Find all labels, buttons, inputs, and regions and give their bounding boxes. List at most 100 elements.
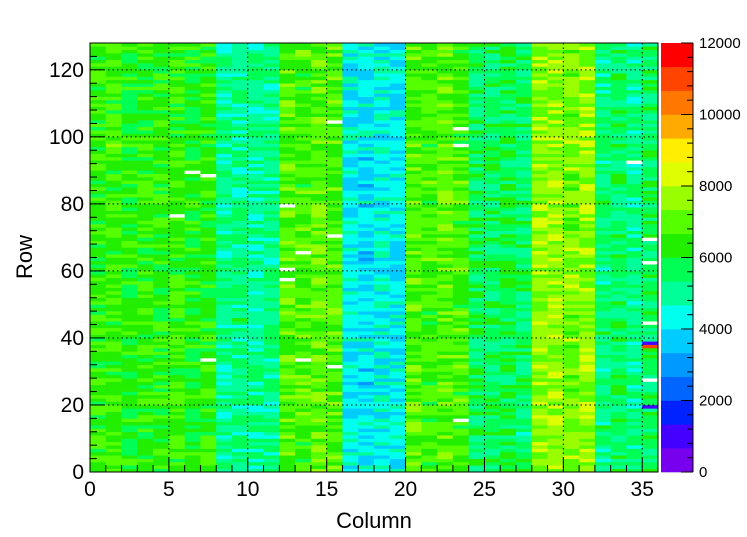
heatmap-cell: [437, 123, 454, 128]
heatmap-cell: [310, 140, 327, 144]
heatmap-cell: [579, 56, 596, 61]
heatmap-cell: [468, 140, 485, 144]
heatmap-cell: [200, 394, 217, 399]
heatmap-cell: [531, 408, 548, 412]
heatmap-cell: [310, 257, 327, 262]
heatmap-cell: [500, 431, 517, 436]
heatmap-cell: [594, 274, 611, 278]
heatmap-cell: [153, 49, 170, 54]
heatmap-cell: [610, 381, 627, 386]
heatmap-cell: [358, 398, 375, 402]
heatmap-cell: [374, 187, 391, 191]
heatmap-cell: [184, 203, 201, 208]
heatmap-cell: [452, 401, 469, 406]
heatmap-cell: [642, 384, 659, 389]
heatmap-cell: [642, 311, 659, 315]
heatmap-cell: [168, 160, 185, 164]
heatmap-cell: [516, 411, 533, 416]
heatmap-cell: [516, 183, 533, 188]
heatmap-cell: [310, 270, 327, 275]
heatmap-cell: [547, 394, 564, 399]
heatmap-cell: [232, 458, 249, 463]
heatmap-cell: [184, 301, 201, 305]
heatmap-cell: [342, 123, 359, 128]
heatmap-cell: [310, 415, 327, 419]
heatmap-cell: [437, 425, 454, 429]
heatmap-cell: [421, 126, 438, 131]
heatmap-cell: [389, 455, 406, 459]
heatmap-cell: [279, 411, 296, 416]
heatmap-cell: [216, 43, 233, 47]
heatmap-cell: [263, 378, 280, 382]
heatmap-cell: [326, 374, 343, 379]
heatmap-cell: [484, 277, 501, 282]
heatmap-cell: [421, 314, 438, 319]
heatmap-cell: [389, 364, 406, 369]
heatmap-cell: [358, 331, 375, 335]
heatmap-cell: [468, 301, 485, 305]
heatmap-cell: [358, 69, 375, 74]
heatmap-cell: [579, 234, 596, 238]
heatmap-cell: [263, 153, 280, 158]
heatmap-cell: [263, 381, 280, 386]
heatmap-cell: [389, 187, 406, 191]
heatmap-cell: [452, 187, 469, 191]
heatmap-cell: [263, 321, 280, 325]
heatmap-cell: [579, 401, 596, 406]
heatmap-cell: [642, 431, 659, 436]
heatmap-cell: [137, 468, 154, 473]
heatmap-cell: [626, 146, 643, 151]
heatmap-cell: [642, 274, 659, 278]
heatmap-cell: [437, 244, 454, 248]
heatmap-cell: [121, 163, 138, 168]
heatmap-cell: [342, 257, 359, 262]
heatmap-cell: [421, 384, 438, 389]
heatmap-cell: [547, 344, 564, 349]
heatmap-cell: [200, 378, 217, 382]
heatmap-cell: [405, 213, 422, 218]
heatmap-cell: [642, 301, 659, 305]
heatmap-cell: [121, 264, 138, 268]
heatmap-cell: [452, 435, 469, 439]
heatmap-cell: [405, 347, 422, 352]
heatmap-cell: [90, 428, 107, 433]
heatmap-cell: [247, 401, 264, 406]
heatmap-cell: [358, 210, 375, 215]
heatmap-cell: [547, 441, 564, 446]
heatmap-cell: [389, 378, 406, 382]
heatmap-cell: [168, 401, 185, 406]
heatmap-cell: [405, 103, 422, 107]
heatmap-cell: [295, 254, 312, 258]
heatmap-cell: [374, 230, 391, 235]
heatmap-cell: [531, 465, 548, 469]
heatmap-cell: [279, 337, 296, 342]
heatmap-cell: [468, 451, 485, 456]
heatmap-cell: [90, 69, 107, 74]
heatmap-cell: [389, 254, 406, 258]
heatmap-cell: [105, 46, 122, 50]
heatmap-cell: [358, 287, 375, 292]
heatmap-cell: [342, 408, 359, 412]
heatmap-cell: [168, 307, 185, 312]
heatmap-cell: [500, 344, 517, 349]
heatmap-cell: [200, 180, 217, 185]
heatmap-cell: [468, 183, 485, 188]
heatmap-cell: [389, 76, 406, 81]
heatmap-cell: [374, 177, 391, 181]
heatmap-cell: [563, 197, 580, 201]
heatmap-cell: [610, 445, 627, 449]
heatmap-cell: [247, 244, 264, 248]
heatmap-cell: [295, 223, 312, 228]
heatmap-cell: [516, 244, 533, 248]
heatmap-cell: [310, 230, 327, 235]
heatmap-cell: [468, 200, 485, 205]
heatmap-cell: [295, 415, 312, 419]
heatmap-cell: [389, 133, 406, 138]
heatmap-cell: [468, 177, 485, 181]
heatmap-cell: [563, 465, 580, 469]
heatmap-cell: [216, 146, 233, 151]
heatmap-cell: [232, 435, 249, 439]
palette-swatch: [661, 43, 693, 68]
heatmap-cell: [421, 237, 438, 242]
heatmap-cell: [437, 378, 454, 382]
